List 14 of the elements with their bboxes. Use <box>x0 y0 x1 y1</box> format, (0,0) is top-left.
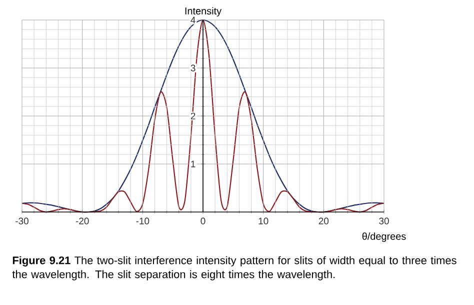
x-tick-label: 0 <box>200 218 206 224</box>
y-tick-label: 1 <box>191 160 196 168</box>
x-tick-label: -20 <box>76 218 89 224</box>
x-tick-label: 10 <box>258 218 268 224</box>
y-tick-label: 3 <box>190 64 196 72</box>
y-tick-label: 2 <box>190 112 196 120</box>
y-tick-label: 4 <box>190 16 196 24</box>
x-tick-label: -10 <box>136 218 150 224</box>
x-axis-title: θ/degrees <box>362 232 406 242</box>
text: Figure 9.21 The two-slit interference intensity pattern for slits of width equal to three times the wavelength. The slit separation is eight times the wavelength. <box>12 256 456 280</box>
x-tick-label: 30 <box>379 218 389 224</box>
x-tick-label: 20 <box>318 218 329 224</box>
x-tick-label: -30 <box>16 218 28 224</box>
y-axis-title: Intensity <box>185 7 222 16</box>
